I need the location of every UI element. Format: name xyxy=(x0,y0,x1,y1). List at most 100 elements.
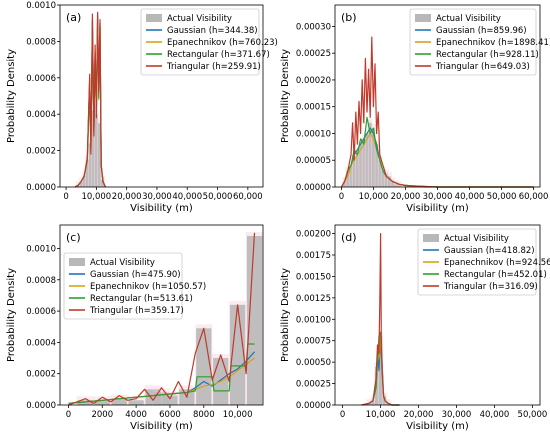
y-axis-label: Probability Density xyxy=(280,268,291,362)
hist-bar xyxy=(196,328,212,405)
legend-box xyxy=(417,228,537,296)
hist-bar xyxy=(94,114,98,187)
y-tick-label: 0.0002 xyxy=(26,147,56,157)
x-axis-label: Visibility (m) xyxy=(406,203,469,214)
x-tick-label: 20,000 xyxy=(112,192,142,202)
hist-bar xyxy=(382,396,387,405)
y-tick-label: 0.0008 xyxy=(26,37,56,47)
hist-bar xyxy=(91,110,95,187)
legend-label: Gaussian (h=418.82) xyxy=(444,246,535,256)
hist-bar xyxy=(381,170,385,187)
y-tick-label: 0.00015 xyxy=(296,103,331,113)
y-tick-label: 0.00050 xyxy=(296,358,331,368)
panel-label: (c) xyxy=(66,231,81,244)
y-tick-label: 0.0004 xyxy=(26,110,56,120)
y-tick-label: 0.0002 xyxy=(26,370,56,380)
legend-label: Rectangular (h=371.67) xyxy=(167,50,270,60)
hist-bar xyxy=(349,165,353,187)
y-tick-label: 0.00125 xyxy=(296,294,331,304)
legend-box xyxy=(409,8,537,76)
kde-band xyxy=(75,181,81,187)
x-tick-label: 50,000 xyxy=(203,192,233,202)
panel-d: 0 10,000 20,000 30,000 40,000 50,000 0.00000 0.… xyxy=(280,224,550,432)
x-tick-label: 10,000 xyxy=(366,410,396,420)
hist-bar xyxy=(85,159,89,187)
hist-bar xyxy=(101,179,104,187)
y-tick-label: 0.00200 xyxy=(296,230,331,240)
axes-frame xyxy=(59,224,264,406)
y-axis-label: Probability Density xyxy=(6,49,17,143)
legend: Actual Visibility Gaussian (h=418.82) Epan… xyxy=(417,228,550,296)
legend: Actual Visibility Gaussian (h=344.38) Epan… xyxy=(140,8,278,76)
x-tick-label: 30,000 xyxy=(442,410,472,420)
legend-label: Epanechnikov (h=924.56) xyxy=(444,258,550,268)
hist-bar xyxy=(378,336,383,405)
hist-bar xyxy=(230,304,246,405)
legend-label: Epanechnikov (h=760.23) xyxy=(167,38,278,48)
legend-swatch xyxy=(146,14,162,22)
hist-bar xyxy=(378,160,382,187)
x-axis-label: Visibility (m) xyxy=(130,421,193,432)
panel-label: (a) xyxy=(66,11,81,24)
hist-bar xyxy=(386,403,390,405)
y-tick-label: 0.00025 xyxy=(296,49,331,59)
panel-label: (b) xyxy=(341,11,357,24)
panel-label: (d) xyxy=(341,231,357,244)
hist-bar xyxy=(367,403,371,405)
y-tick-label: 0.0000 xyxy=(26,183,56,193)
y-tick-label: 0.00030 xyxy=(296,22,331,32)
legend-label: Triangular (h=359.17) xyxy=(89,306,184,316)
x-tick-label: 10,000 xyxy=(81,192,111,202)
x-tick-label: 0 xyxy=(66,410,71,420)
x-tick-label: 10,000 xyxy=(359,192,389,202)
axes-frame xyxy=(334,224,541,406)
x-tick-label: 60,000 xyxy=(519,192,549,202)
hist-bar xyxy=(346,170,350,187)
legend-label: Actual Visibility xyxy=(90,258,155,268)
kde-band xyxy=(393,180,399,187)
hist-bar xyxy=(79,181,83,187)
legend: Actual Visibility Gaussian (h=859.96) Epan… xyxy=(409,8,550,76)
legend-label: Actual Visibility xyxy=(436,14,501,24)
hist-bar xyxy=(362,138,366,187)
legend-label: Actual Visibility xyxy=(444,234,509,244)
hist-bar xyxy=(77,400,93,405)
x-tick-label: 20,000 xyxy=(391,192,421,202)
legend-label: Rectangular (h=452.01) xyxy=(444,270,547,280)
x-tick-label: 0 xyxy=(340,410,345,420)
panel-b: 0 10,000 20,000 30,000 40,000 50,000 60,000 0.0… xyxy=(280,4,550,214)
legend-label: Triangular (h=649.03) xyxy=(435,62,530,72)
x-tick-label: 20,000 xyxy=(404,410,434,420)
legend-box xyxy=(63,252,183,320)
y-tick-label: 0.00075 xyxy=(296,337,331,347)
hist-bar xyxy=(375,366,379,405)
y-tick-label: 0.00010 xyxy=(296,129,331,139)
hist-bar xyxy=(391,181,395,187)
y-axis-label: Probability Density xyxy=(6,268,17,362)
axes-frame xyxy=(59,4,264,188)
hist-bar xyxy=(82,176,86,187)
x-tick-label: 30,000 xyxy=(142,192,172,202)
y-tick-label: 0.0006 xyxy=(26,74,56,84)
y-tick-label: 0.0010 xyxy=(26,1,56,11)
hist-bar xyxy=(394,184,398,187)
hist-bar xyxy=(388,176,391,187)
series-line xyxy=(74,11,106,188)
legend-swatch xyxy=(69,258,85,266)
y-tick-label: 0.00150 xyxy=(296,272,331,282)
y-tick-label: 0.0010 xyxy=(26,244,56,254)
x-tick-label: 8000 xyxy=(193,410,215,420)
hist-bar xyxy=(368,122,372,187)
x-tick-label: 40,000 xyxy=(455,192,485,202)
legend-label: Triangular (h=316.09) xyxy=(443,282,538,292)
legend-label: Gaussian (h=859.96) xyxy=(436,26,527,36)
hist-bar xyxy=(162,395,178,405)
legend-label: Rectangular (h=513.61) xyxy=(90,294,193,304)
series-line xyxy=(68,232,256,406)
y-tick-label: 0.00100 xyxy=(296,315,331,325)
x-tick-label: 30,000 xyxy=(423,192,453,202)
hist-bar xyxy=(384,173,388,187)
hist-bar xyxy=(371,128,375,187)
kde-band xyxy=(385,399,391,405)
